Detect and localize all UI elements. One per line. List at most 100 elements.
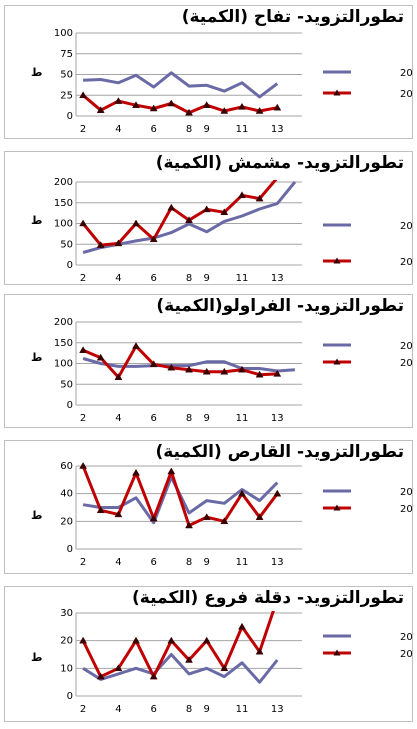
legend-marker-2018 xyxy=(333,358,341,365)
y-tick-label: 30 xyxy=(60,608,73,619)
data-point-2018 xyxy=(185,216,193,223)
data-point-2018 xyxy=(220,367,229,375)
x-tick-label: 6 xyxy=(151,557,157,568)
y-axis-label: ط xyxy=(31,351,43,364)
data-point-2018 xyxy=(255,194,264,202)
data-point-2018 xyxy=(220,208,229,216)
y-tick-label: 100 xyxy=(54,359,73,370)
y-axis-label: ط xyxy=(31,651,43,664)
data-point-2018 xyxy=(255,513,264,520)
y-tick-label: 0 xyxy=(67,400,73,411)
y-tick-label: 50 xyxy=(60,70,73,81)
x-tick-label: 6 xyxy=(151,704,157,715)
legend-label-2017: ماي 2017 xyxy=(400,221,414,232)
data-point-2018 xyxy=(96,353,105,361)
data-point-2018 xyxy=(238,622,246,630)
data-point-2018 xyxy=(185,365,193,373)
series-line-2018 xyxy=(81,465,279,527)
data-point-2018 xyxy=(202,636,211,644)
legend-label-2017: ماي 2017 xyxy=(400,632,414,643)
data-point-2018 xyxy=(202,205,211,213)
chart-title: تطورالتزويد- القارص (الكمية) xyxy=(155,442,404,462)
data-point-2018 xyxy=(220,664,229,672)
y-tick-label: 0 xyxy=(67,260,73,271)
x-tick-label: 9 xyxy=(203,124,209,135)
data-point-2018 xyxy=(167,99,176,107)
chart-apple: 0 25 50 75 100 2 4 6 89 11 13 ماي 2017 ماي 2018 xyxy=(54,28,414,135)
chart-title: تطورالتزويد- الفراولو(الكمية) xyxy=(156,296,404,316)
data-point-2018 xyxy=(185,656,193,663)
data-point-2018 xyxy=(202,367,211,375)
legend-marker-2018 xyxy=(333,504,341,511)
data-point-2018 xyxy=(220,517,229,525)
data-point-2018 xyxy=(114,239,123,247)
data-point-2018 xyxy=(132,101,140,108)
x-tick-label: 4 xyxy=(115,557,121,568)
chart-panel-deglet-branches: 0 10 20 30 2 4 6 89 11 13 ماي 2017 ماي 2018 تطورالت… xyxy=(4,586,414,722)
y-axis-label: ط xyxy=(31,66,43,79)
chart-title: تطورالتزويد- دقلة فروع (الكمية) xyxy=(132,588,404,608)
legend-label-2018: ماي 2018 xyxy=(400,649,414,660)
data-point-2018 xyxy=(167,363,176,371)
x-tick-label: 9 xyxy=(203,413,209,424)
x-tick-label: 4 xyxy=(115,273,121,284)
chart-apricot: 0 50 100 150 200 2 4 6 89 11 13 ماي 2017 ماي 2018 xyxy=(54,177,414,284)
y-tick-label: 50 xyxy=(60,379,73,390)
legend-label-2017: ماي 2017 xyxy=(400,487,414,498)
data-point-2018 xyxy=(96,106,105,113)
x-tick-label: 2 xyxy=(80,413,86,424)
x-tick-label: 11 xyxy=(236,557,249,568)
legend-marker-2018 xyxy=(333,89,341,96)
x-tick-label: 4 xyxy=(115,124,121,135)
legend-label-2017: ماي 2017 xyxy=(400,341,414,352)
y-tick-label: 75 xyxy=(60,49,73,60)
data-point-2018 xyxy=(132,342,140,349)
x-tick-label: 6 xyxy=(151,124,157,135)
data-point-2018 xyxy=(167,203,176,211)
x-tick-label: 2 xyxy=(80,124,86,135)
x-tick-label: 8 xyxy=(186,273,192,284)
x-tick-label: 4 xyxy=(115,704,121,715)
y-tick-label: 0 xyxy=(67,111,73,122)
x-tick-label: 11 xyxy=(236,273,249,284)
data-point-2018 xyxy=(149,235,158,243)
y-tick-label: 50 xyxy=(60,239,73,250)
y-tick-label: 200 xyxy=(54,317,73,328)
legend-marker-2018 xyxy=(333,649,341,656)
chart-qares: 0 20 40 60 2 4 6 89 11 13 ماي 2017 ماي 2018 xyxy=(60,461,414,568)
x-tick-label: 8 xyxy=(186,124,192,135)
x-tick-label: 11 xyxy=(236,124,249,135)
x-tick-label: 8 xyxy=(186,557,192,568)
chart-panel-qares: 0 20 40 60 2 4 6 89 11 13 ماي 2017 ماي 2018 تطورالت… xyxy=(4,440,414,574)
y-tick-label: 60 xyxy=(60,461,73,472)
legend-label-2018: ماي 2018 xyxy=(400,504,414,515)
y-tick-label: 25 xyxy=(60,90,73,101)
x-tick-label: 9 xyxy=(203,557,209,568)
x-tick-label: 13 xyxy=(271,413,284,424)
x-tick-label: 4 xyxy=(115,413,121,424)
x-tick-label: 11 xyxy=(236,704,249,715)
data-point-2018 xyxy=(273,369,282,377)
y-tick-label: 20 xyxy=(60,516,73,527)
y-tick-label: 20 xyxy=(60,636,73,647)
data-point-2018 xyxy=(185,521,193,529)
chart-deglet-branches: 0 10 20 30 2 4 6 89 11 13 ماي 2017 ماي 2018 xyxy=(60,608,414,715)
data-point-2018 xyxy=(238,102,246,110)
x-tick-label: 2 xyxy=(80,273,86,284)
data-point-2018 xyxy=(167,467,176,475)
data-point-2018 xyxy=(167,636,176,644)
data-point-2018 xyxy=(238,489,246,497)
series-line-2017 xyxy=(82,357,296,373)
series-line-2017 xyxy=(83,71,279,99)
y-tick-label: 100 xyxy=(54,28,73,39)
data-point-2018 xyxy=(114,97,123,104)
data-point-2018 xyxy=(185,108,193,116)
data-point-2018 xyxy=(149,672,158,680)
x-tick-label: 2 xyxy=(80,704,86,715)
x-tick-label: 13 xyxy=(271,273,284,284)
data-point-2018 xyxy=(114,373,123,380)
y-tick-label: 200 xyxy=(54,177,73,188)
legend-label-2018: ماي 2018 xyxy=(400,89,414,100)
data-point-2018 xyxy=(132,636,140,644)
x-tick-label: 13 xyxy=(271,704,284,715)
